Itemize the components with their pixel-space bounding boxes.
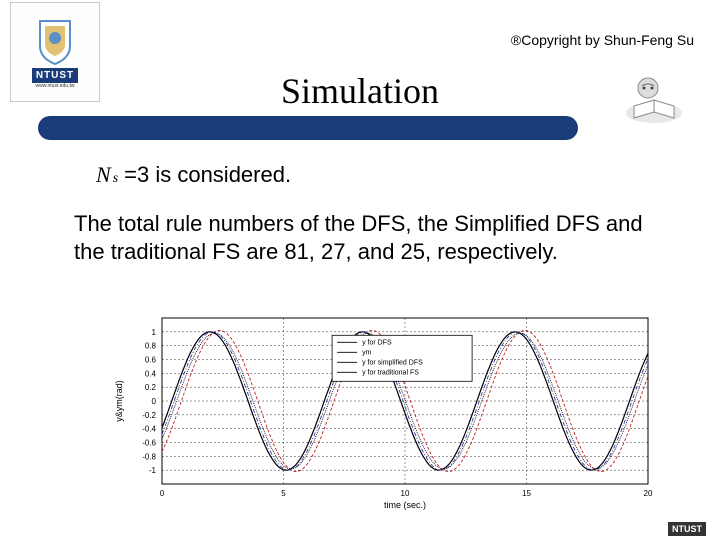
math-sub-s: s [113,171,118,187]
svg-text:10: 10 [401,489,410,498]
rule-numbers-paragraph: The total rule numbers of the DFS, the S… [74,210,654,265]
svg-text:0.4: 0.4 [145,369,157,378]
slide: NTUST www.ntust.edu.tw ®Copyright by Shu… [0,0,720,540]
chart-svg: -1-0.8-0.6-0.4-0.200.20.40.60.8105101520… [108,312,658,512]
ns-considered-line: Ns =3 is considered. [96,162,291,188]
ntust-logo-box: NTUST www.ntust.edu.tw [10,2,100,102]
svg-text:0.6: 0.6 [145,356,157,365]
logo-url: www.ntust.edu.tw [36,83,75,89]
svg-text:5: 5 [281,489,286,498]
svg-text:15: 15 [522,489,531,498]
svg-text:0.2: 0.2 [145,383,157,392]
shield-icon [35,16,75,66]
svg-text:y for DFS: y for DFS [362,339,392,346]
footer-ntust-badge: NTUST [668,522,706,536]
reader-book-icon [616,68,686,128]
svg-text:y for traditional FS: y for traditional FS [362,369,419,376]
svg-text:-0.8: -0.8 [142,452,156,461]
svg-text:1: 1 [152,328,157,337]
svg-text:20: 20 [644,489,653,498]
copyright-text: ®Copyright by Shun-Feng Su [511,32,694,48]
svg-text:-0.6: -0.6 [142,439,156,448]
svg-text:0: 0 [160,489,165,498]
svg-text:-1: -1 [149,466,157,475]
svg-text:y&ym(rad): y&ym(rad) [114,380,124,422]
svg-text:y for simplified DFS: y for simplified DFS [362,359,423,366]
svg-text:0: 0 [152,397,157,406]
svg-text:-0.4: -0.4 [142,425,156,434]
svg-text:time (sec.): time (sec.) [384,500,426,510]
logo-text: NTUST [32,68,78,83]
line1-text: =3 is considered. [124,162,291,188]
simulation-chart: -1-0.8-0.6-0.4-0.200.20.40.60.8105101520… [108,312,658,512]
math-n: N [96,162,111,188]
title-underline-bar [38,116,578,140]
svg-text:-0.2: -0.2 [142,411,156,420]
svg-text:0.8: 0.8 [145,342,157,351]
slide-title: Simulation [281,70,439,112]
svg-text:ym: ym [362,349,372,356]
